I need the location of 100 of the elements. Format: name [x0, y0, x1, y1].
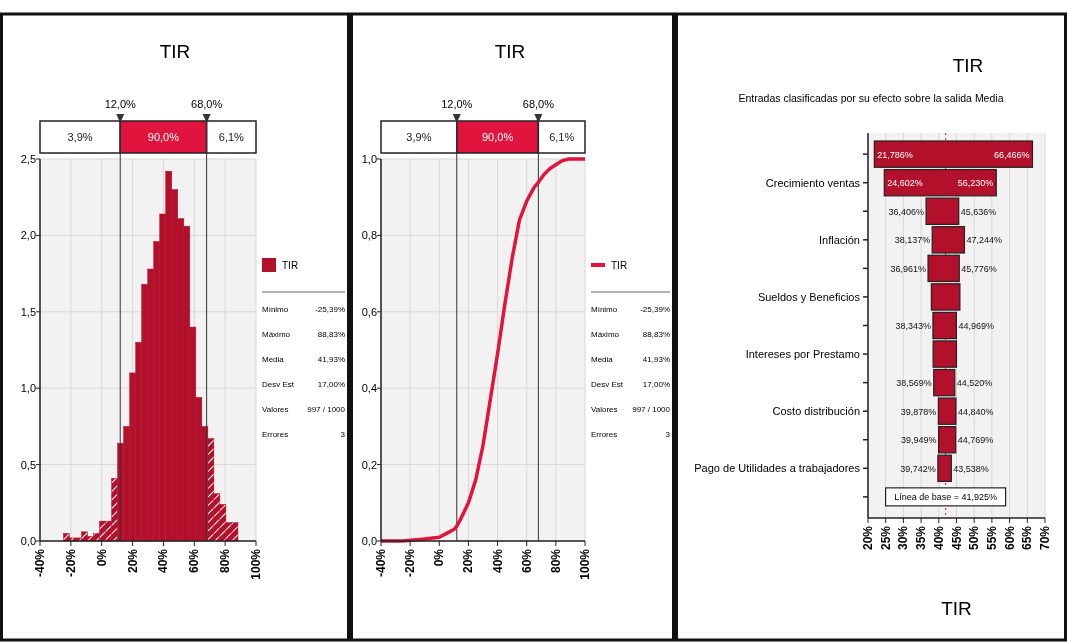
ref-line-label: 12,0% [104, 98, 137, 110]
chart-subtitle: Entradas clasificadas por su efecto sobre la salida Media [738, 92, 1004, 104]
x-tick-label: 25% [878, 525, 893, 551]
y-tick-label: 0,5 [20, 458, 36, 471]
annotation: 39,742% [900, 463, 936, 474]
annotation: 47,244% [966, 235, 1002, 246]
x-tick-label: 60% [187, 548, 202, 574]
text: Media [591, 355, 614, 364]
y-tick-label: 0,0 [20, 535, 36, 547]
text: 41,93% [317, 355, 345, 364]
x-tick-label: 40% [490, 548, 505, 574]
legend-label: TIR [611, 260, 628, 271]
x-tick-label: -40% [33, 548, 47, 578]
text: Desv Est [262, 380, 295, 389]
y-tick-label: 0,0 [361, 535, 377, 547]
annotation: 36,961% [890, 263, 927, 274]
y-tick-label: Costo distribución [772, 405, 860, 418]
ref-line-label: 68,0% [191, 98, 223, 110]
x-tick-label: 55% [984, 525, 999, 551]
y-tick-label: 0,2 [361, 458, 377, 471]
annotation: 36,406% [888, 206, 925, 217]
annotation: 66,466% [993, 149, 1030, 160]
y-tick-label: Sueldos y Beneficios [757, 290, 861, 303]
x-tick-label: 40% [156, 548, 171, 574]
x-tick-label: 60% [519, 548, 534, 574]
text: Desv Est [591, 380, 624, 389]
legend-label: TIR [282, 260, 299, 271]
text: 997 / 1000 [632, 405, 671, 414]
text: -25,39% [315, 305, 345, 314]
annotation: 38,137% [894, 235, 931, 246]
y-tick-label: 1,5 [20, 305, 36, 318]
annotation: 21,786% [877, 149, 913, 160]
text: Valores [591, 405, 618, 414]
y-tick-label: 0,4 [361, 382, 377, 395]
text: Máximo [591, 330, 620, 339]
x-tick-label: 20% [461, 548, 476, 574]
x-tick-label: -20% [403, 548, 418, 578]
text: 3 [665, 430, 671, 439]
x-axis-title: TIR [941, 598, 972, 619]
x-tick-label: 0% [432, 548, 447, 567]
y-tick-label: 1,0 [20, 382, 36, 395]
text: 88,83% [317, 330, 345, 339]
text: Errores [591, 430, 618, 439]
annotation: 44,969% [958, 321, 994, 331]
annotation: 43,538% [953, 463, 989, 474]
y-tick-label: Pago de Utilidades a trabajadores [694, 462, 861, 475]
text: 6,1% [549, 131, 575, 143]
text: 41,93% [642, 355, 670, 364]
text: Valores [262, 405, 289, 414]
y-tick-label: Intereses por Prestamo [745, 348, 860, 361]
x-tick-label: -20% [63, 548, 78, 578]
x-tick-label: 70% [1038, 525, 1052, 551]
text: 3 [340, 430, 346, 439]
annotation: 39,878% [900, 406, 937, 417]
annotation: 44,840% [957, 406, 994, 417]
y-tick-label: Crecimiento ventas [765, 176, 861, 189]
ref-line-label: Línea de base = 41,925% [894, 492, 998, 503]
x-tick-label: 100% [578, 548, 592, 580]
annotation: 45,636% [960, 206, 997, 217]
y-tick-label: Inflación [819, 233, 860, 246]
text: 88,83% [642, 330, 670, 339]
line-series [379, 157, 587, 543]
x-tick-label: -40% [374, 548, 388, 578]
text: Errores [262, 430, 289, 439]
text: -25,39% [640, 305, 670, 314]
annotation: 56,230% [957, 178, 994, 189]
x-tick-label: 100% [249, 548, 263, 580]
y-tick-label: 2,0 [20, 229, 36, 242]
chart-title: TIR [159, 41, 191, 62]
x-tick-label: 0% [94, 548, 109, 567]
y-tick-label: 1,0 [361, 153, 377, 165]
text: 3,9% [406, 131, 432, 143]
text: Mínimo [262, 305, 289, 314]
annotation: 24,602% [887, 178, 923, 189]
x-tick-label: 60% [1002, 525, 1017, 551]
x-tick-label: 30% [896, 525, 911, 551]
text: 17,00% [317, 380, 345, 389]
y-tick-label: 0,8 [361, 229, 377, 242]
text: Media [262, 355, 285, 364]
x-tick-label: 80% [218, 548, 233, 574]
x-tick-label: 45% [949, 525, 964, 551]
annotation: 44,520% [956, 378, 993, 389]
y-tick-label: 2,5 [20, 153, 36, 165]
x-tick-label: 20% [125, 548, 140, 574]
text: 90,0% [481, 131, 514, 143]
annotation: 39,949% [901, 435, 937, 446]
text: 17,00% [642, 380, 670, 389]
text: Máximo [262, 330, 291, 339]
x-tick-label: 20% [861, 525, 875, 551]
chart-title: TIR [494, 41, 526, 62]
x-tick-label: 50% [967, 525, 982, 551]
annotation: 44,769% [957, 435, 994, 446]
annotation: 45,776% [961, 263, 997, 274]
text: 90,0% [147, 131, 180, 143]
text: Mínimo [591, 305, 618, 314]
annotation: 38,343% [895, 321, 931, 331]
x-tick-label: 80% [548, 548, 563, 574]
ref-line-label: 12,0% [441, 98, 473, 110]
y-tick-label: 0,6 [361, 305, 377, 318]
text: 997 / 1000 [307, 405, 346, 414]
